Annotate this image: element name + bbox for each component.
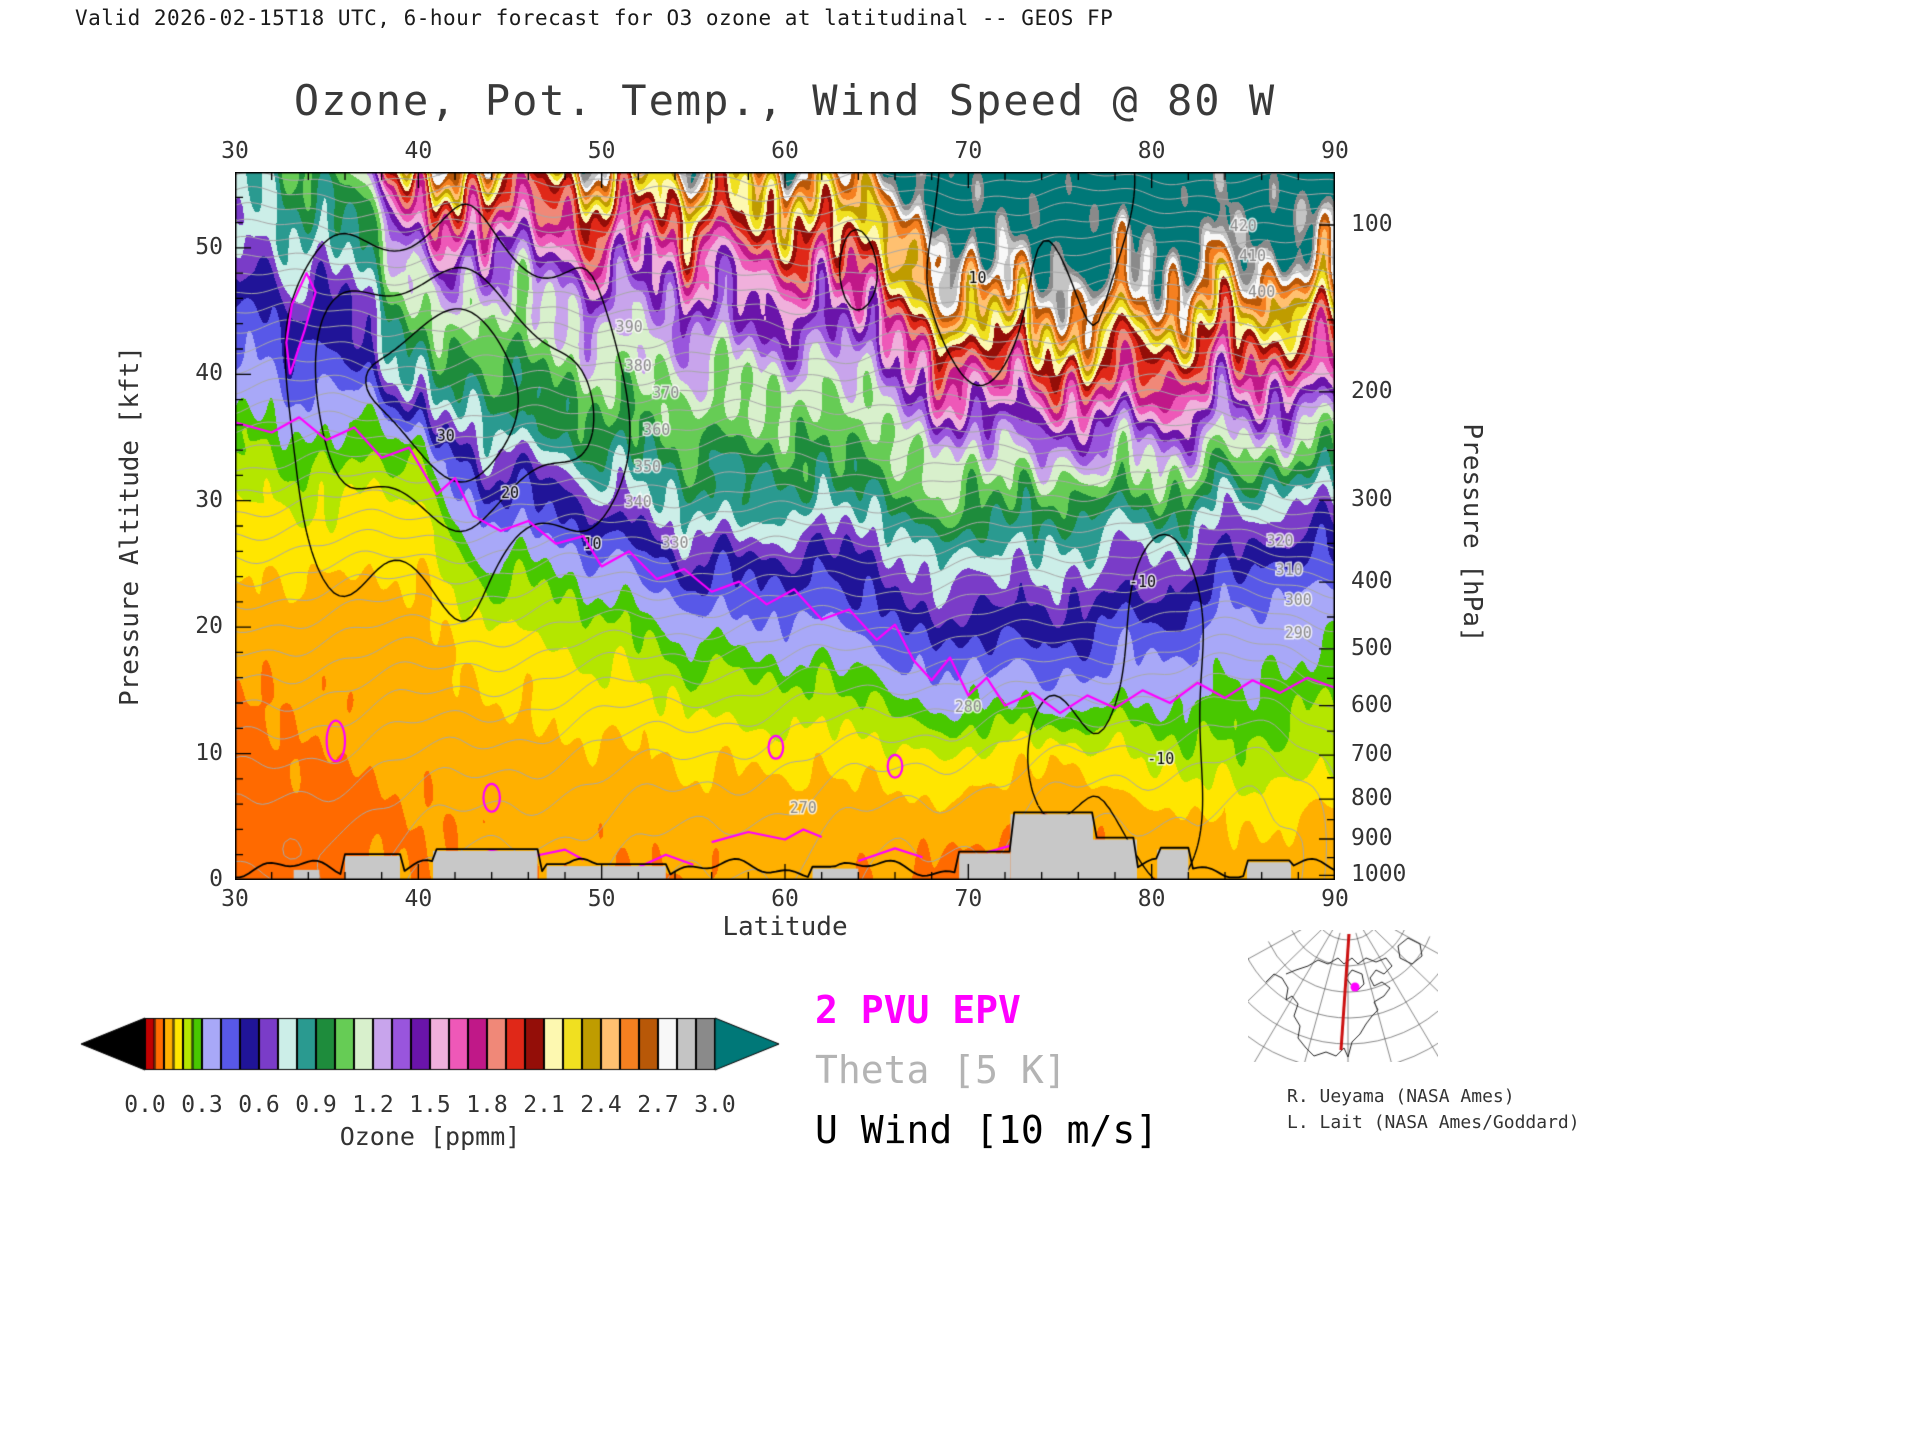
x-tick-label-top: 60: [771, 138, 799, 164]
ozone-colorbar: [75, 1014, 795, 1080]
x-tick-label-bottom: 80: [1137, 886, 1166, 912]
colorbar-tick-label: 1.8: [466, 1092, 508, 1118]
x-tick-label-top: 90: [1321, 138, 1349, 164]
legend-epv-label: 2 PVU EPV: [815, 988, 1021, 1032]
colorbar-tick-label: 0.6: [238, 1092, 280, 1118]
x-tick-label-bottom: 30: [221, 886, 249, 912]
colorbar-tick-label: 1.2: [352, 1092, 394, 1118]
pressure-tick-label: 500: [1351, 634, 1393, 661]
x-tick-label-top: 30: [221, 138, 249, 164]
x-tick-label-top: 80: [1137, 138, 1166, 164]
colorbar-tick-label: 2.1: [523, 1092, 565, 1118]
colorbar-tick-label: 2.4: [580, 1092, 622, 1118]
pressure-tick-label: 600: [1351, 691, 1393, 718]
colorbar-tick-label: 3.0: [694, 1092, 736, 1118]
x-tick-label-bottom: 40: [404, 886, 433, 912]
credits: R. Ueyama (NASA Ames) L. Lait (NASA Ames…: [1287, 1084, 1580, 1136]
credit-line-2: L. Lait (NASA Ames/Goddard): [1287, 1112, 1580, 1133]
pressure-tick-label: 400: [1351, 568, 1393, 595]
y-tick-label-left: 10: [195, 739, 223, 766]
pressure-tick-label: 300: [1351, 486, 1393, 513]
colorbar-title: Ozone [ppmm]: [339, 1122, 521, 1151]
x-tick-label-bottom: 60: [771, 886, 799, 912]
colorbar-tick-label: 0.9: [295, 1092, 337, 1118]
pressure-tick-label: 1000: [1351, 861, 1407, 888]
colorbar-tick-label: 1.5: [409, 1092, 451, 1118]
y-tick-label-left: 30: [195, 486, 223, 513]
legend-theta-label: Theta [5 K]: [815, 1048, 1067, 1092]
pressure-tick-label: 800: [1351, 785, 1393, 812]
valid-time-line: Valid 2026-02-15T18 UTC, 6-hour forecast…: [75, 6, 1114, 30]
x-axis-title: Latitude: [722, 912, 848, 942]
pressure-tick-label: 100: [1351, 211, 1393, 238]
y-tick-label-left: 20: [195, 613, 223, 640]
x-tick-label-bottom: 90: [1321, 886, 1349, 912]
legend-uwind-label: U Wind [10 m/s]: [815, 1108, 1159, 1152]
chart-title: Ozone, Pot. Temp., Wind Speed @ 80 W: [293, 76, 1277, 125]
pressure-tick-label: 200: [1351, 377, 1393, 404]
x-tick-label-top: 70: [954, 138, 983, 164]
y-axis-right-title: Pressure [hPa]: [1457, 423, 1487, 643]
colorbar-tick-label: 0.3: [181, 1092, 223, 1118]
x-tick-label-top: 50: [587, 138, 616, 164]
x-tick-label-top: 40: [404, 138, 433, 164]
pressure-tick-label: 900: [1351, 825, 1393, 851]
x-tick-label-bottom: 50: [587, 886, 616, 912]
cross-section-plot-canvas: [235, 172, 1335, 880]
y-tick-label-left: 50: [195, 233, 223, 260]
y-tick-label-left: 0: [209, 866, 223, 892]
x-tick-label-bottom: 70: [954, 886, 983, 912]
y-tick-label-left: 40: [195, 360, 223, 387]
colorbar-tick-label: 2.7: [637, 1092, 679, 1118]
credit-line-1: R. Ueyama (NASA Ames): [1287, 1086, 1515, 1107]
colorbar-tick-label: 0.0: [124, 1092, 166, 1118]
pressure-tick-label: 700: [1351, 741, 1393, 768]
location-inset-map: [1248, 930, 1438, 1062]
y-axis-left-title: Pressure Altitude [kft]: [115, 345, 145, 707]
